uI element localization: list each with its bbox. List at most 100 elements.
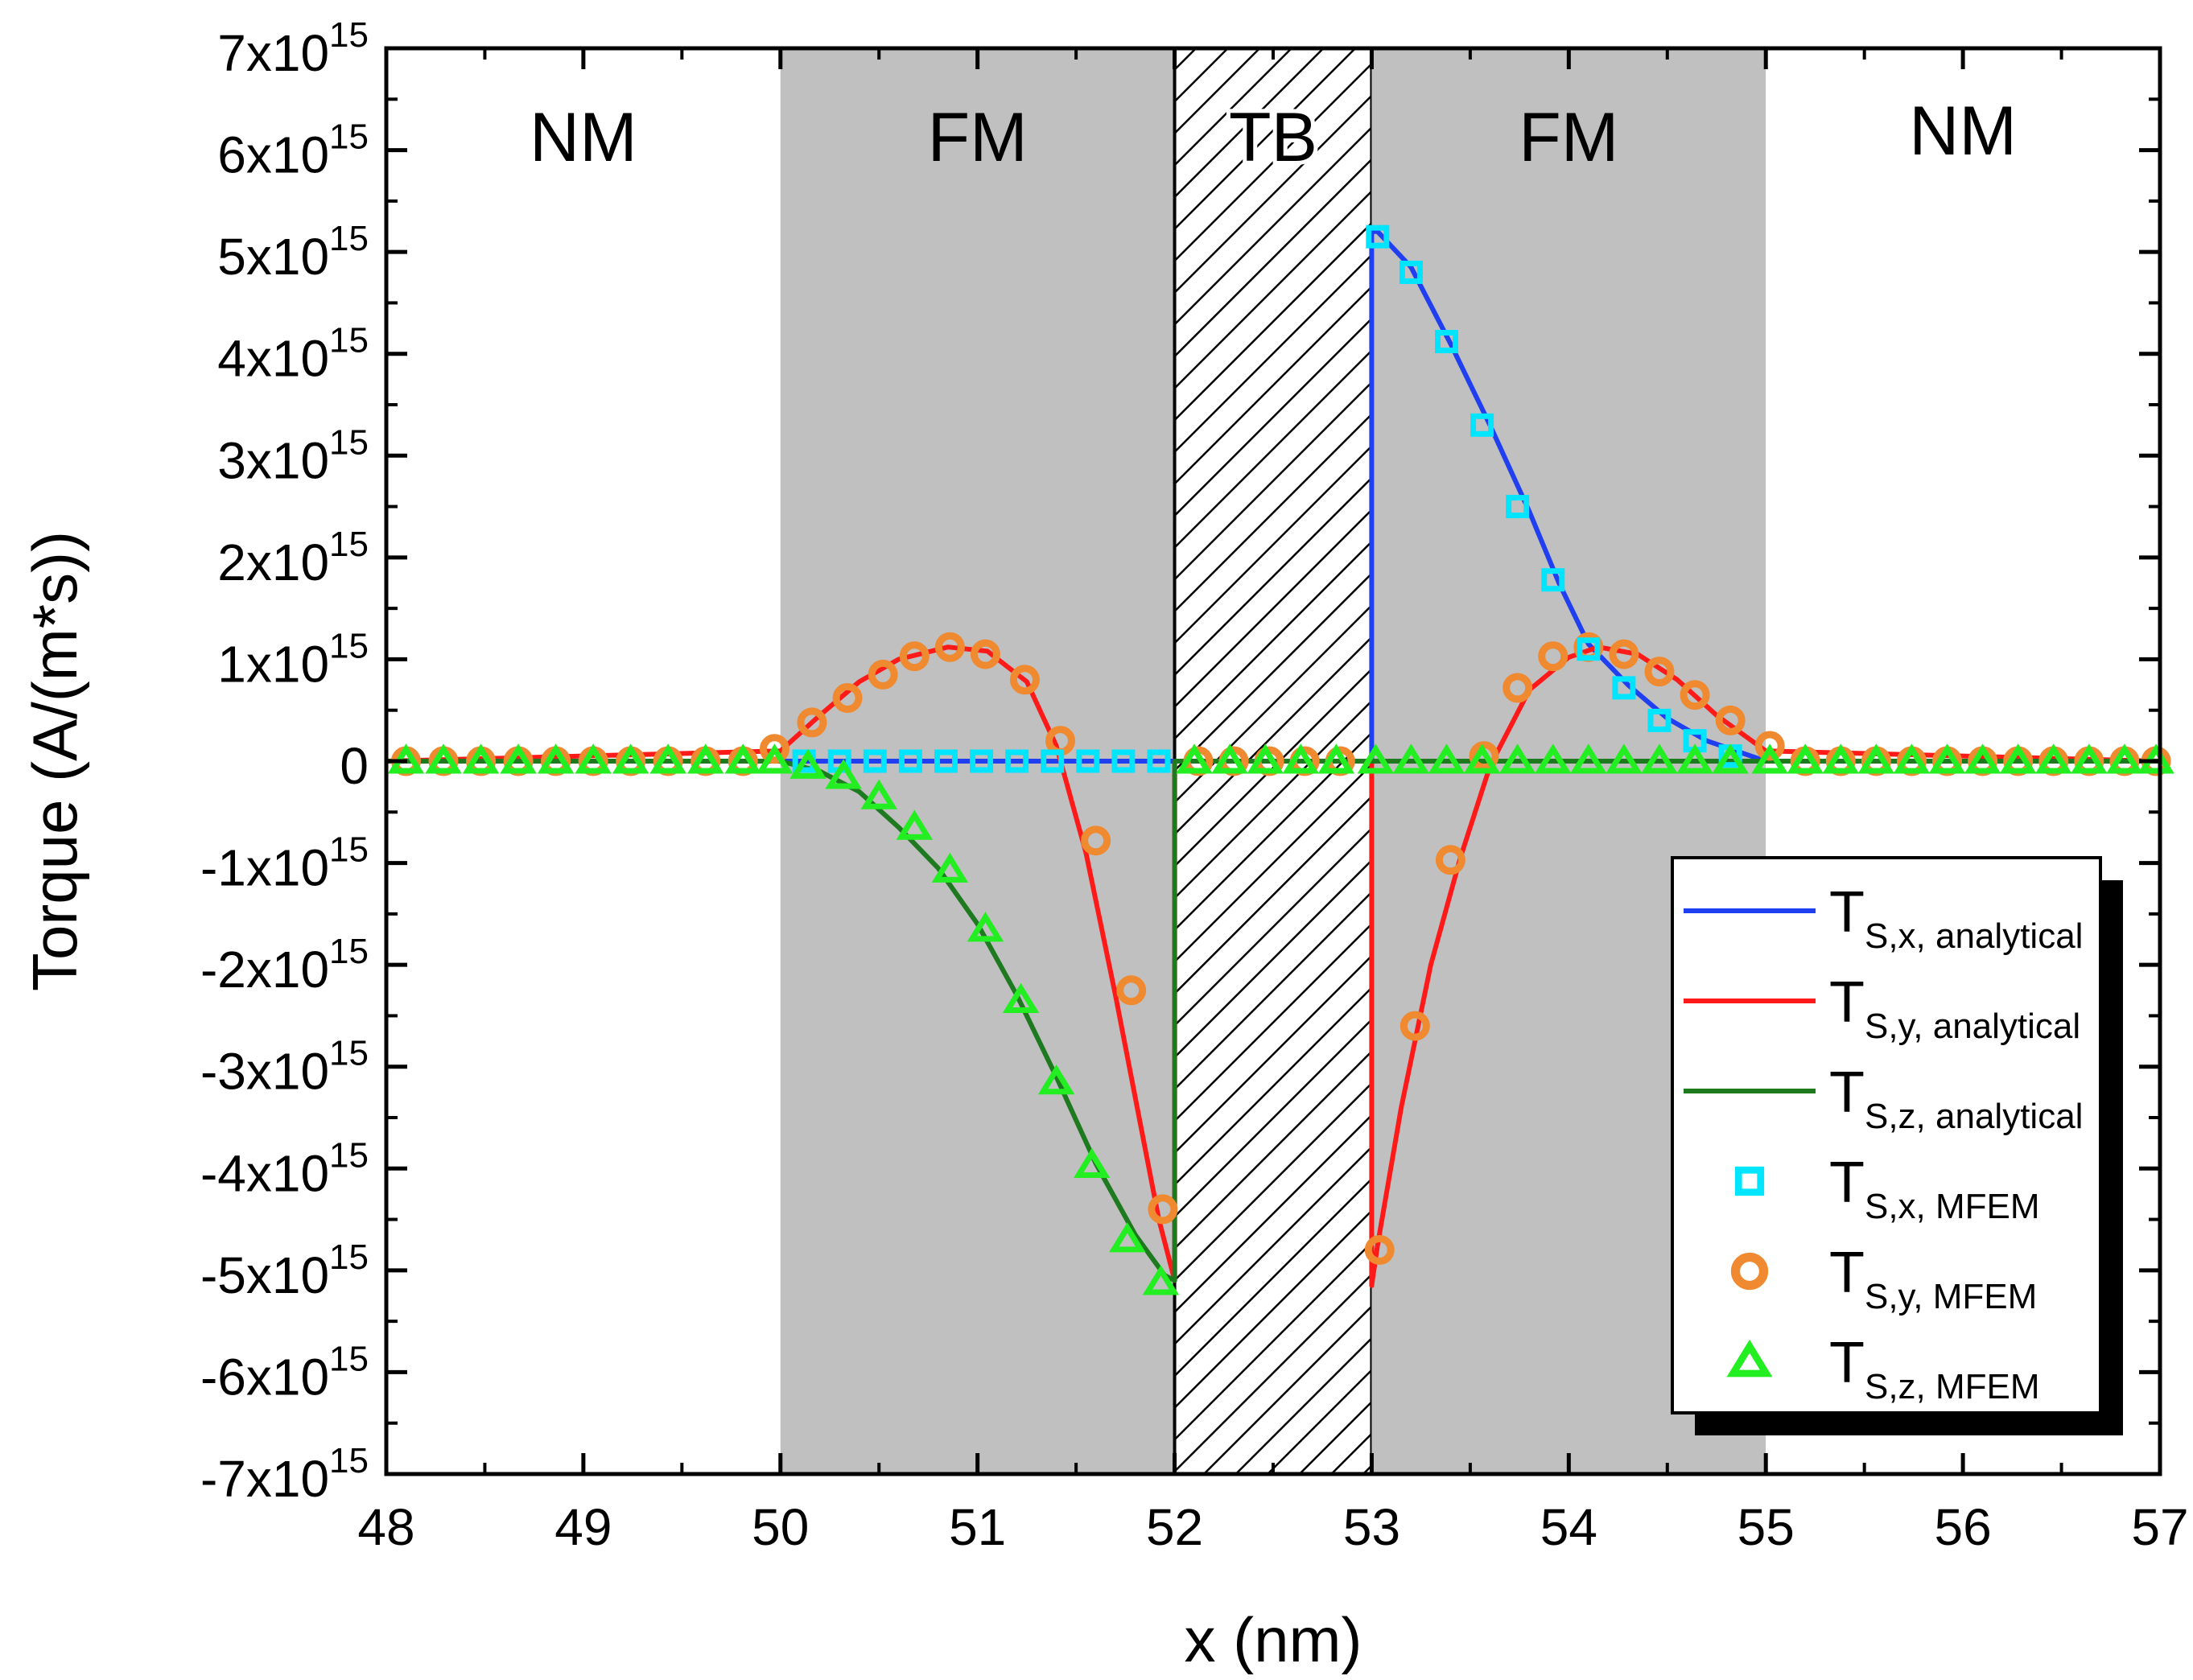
marker-t-s-y-mfem-12 — [832, 683, 863, 714]
x-tick-label: 50 — [752, 1498, 809, 1556]
x-tick-label: 56 — [1935, 1498, 1992, 1556]
legend-label-s-z-analytical: TS,z, analytical — [1829, 1060, 2083, 1136]
marker-t-s-z-mfem-17 — [1002, 982, 1040, 1013]
marker-t-s-y-mfem-29 — [1435, 845, 1465, 875]
marker-t-s-z-mfem-18 — [1037, 1064, 1075, 1095]
marker-t-s-z-mfem-23 — [1211, 743, 1248, 774]
y-tick-label: 4x1015 — [217, 321, 369, 388]
region-label-fm-right: FM — [1519, 99, 1618, 176]
y-tick-exponent: 15 — [329, 15, 369, 55]
marker-t-s-z-mfem-38 — [1751, 743, 1788, 774]
y-tick-mantissa: -7x10 — [200, 1450, 329, 1508]
marker-t-s-z-mfem-19 — [1073, 1147, 1111, 1178]
marker-t-s-z-mfem-35 — [1641, 743, 1678, 774]
y-tick-mantissa: 7x10 — [217, 24, 329, 82]
legend-label-s-y-analytical: TS,y, analytical — [1829, 970, 2080, 1046]
marker-t-s-z-mfem-20 — [1109, 1222, 1146, 1253]
y-tick-mantissa: 2x10 — [217, 533, 329, 591]
marker-t-s-z-mfem-24 — [1247, 743, 1284, 774]
y-tick-exponent: 15 — [329, 422, 369, 462]
marker-t-s-x-mfem-12 — [1399, 260, 1423, 284]
x-tick-label: 51 — [949, 1498, 1006, 1556]
marker-t-s-y-mfem-15 — [934, 632, 965, 662]
marker-t-s-z-mfem-22 — [1176, 743, 1213, 774]
y-tick-exponent: 15 — [329, 1339, 369, 1378]
y-tick-label: -3x1015 — [200, 1034, 369, 1101]
marker-t-s-z-mfem-1 — [425, 743, 462, 774]
marker-t-s-x-mfem-10 — [1147, 749, 1171, 773]
y-tick-label: -6x1015 — [200, 1339, 369, 1406]
marker-t-s-y-mfem-32 — [1538, 641, 1568, 672]
marker-t-s-z-mfem-15 — [931, 852, 969, 883]
marker-t-s-z-mfem-39 — [1787, 743, 1824, 774]
x-tick-label: 49 — [554, 1498, 612, 1556]
y-tick-exponent: 15 — [329, 117, 369, 157]
legend-label-sub: S,z, analytical — [1865, 1097, 2083, 1136]
marker-t-s-z-mfem-37 — [1712, 743, 1749, 774]
y-tick-mantissa: 5x10 — [217, 228, 329, 286]
marker-t-s-z-mfem-16 — [967, 912, 1004, 942]
marker-t-s-x-mfem-2 — [863, 749, 887, 773]
axis-labels: 48 49 50 51 52 53 54 55 56 577x10156x10155x10154x… — [200, 15, 2189, 1556]
marker-t-s-z-mfem-21 — [1142, 1265, 1180, 1295]
marker-t-s-z-mfem-28 — [1392, 743, 1430, 774]
marker-t-s-x-mfem-19 — [1647, 708, 1672, 732]
marker-t-s-z-mfem-47 — [2071, 743, 2108, 774]
region-label-nm-right: NM — [1909, 93, 2017, 170]
legend-label-sub: S,x, MFEM — [1865, 1187, 2040, 1226]
region-label-tb: TB — [1229, 99, 1317, 176]
marker-t-s-z-mfem-42 — [1893, 743, 1931, 774]
legend-label-s-x-analytical: TS,x, analytical — [1829, 880, 2083, 956]
legend-box — [1671, 856, 2102, 1414]
legend-label-main: T — [1829, 1331, 1865, 1395]
y-tick-mantissa: 4x10 — [217, 330, 329, 388]
y-tick-exponent: 15 — [329, 219, 369, 258]
marker-t-s-x-mfem-7 — [1041, 749, 1065, 773]
marker-t-s-y-mfem-35 — [1644, 657, 1675, 687]
legend-label-main: T — [1829, 970, 1865, 1035]
y-tick-mantissa: -5x10 — [200, 1246, 329, 1304]
marker-t-s-x-mfem-11 — [1366, 224, 1390, 249]
legend-label-sub: S,x, analytical — [1865, 916, 2083, 956]
marker-t-s-z-mfem-10 — [756, 743, 794, 774]
x-tick-label: 48 — [357, 1498, 414, 1556]
x-tick-label: 57 — [2131, 1498, 2188, 1556]
marker-t-s-x-mfem-18 — [1612, 676, 1636, 700]
y-tick-label: -5x1015 — [200, 1237, 369, 1304]
marker-t-s-x-mfem-4 — [934, 749, 958, 773]
y-tick-exponent: 15 — [329, 525, 369, 564]
marker-t-s-z-mfem-29 — [1428, 743, 1465, 774]
legend-label-main: T — [1829, 1060, 1865, 1125]
marker-t-s-x-mfem-3 — [898, 749, 922, 773]
marker-t-s-y-mfem-37 — [1715, 705, 1746, 735]
y-tick-label: -1x1015 — [200, 830, 369, 897]
marker-t-s-y-mfem-31 — [1503, 673, 1533, 703]
marker-t-s-y-mfem-16 — [970, 639, 1000, 669]
marker-t-s-x-mfem-9 — [1111, 749, 1136, 773]
marker-t-s-x-mfem-17 — [1577, 637, 1601, 661]
marker-t-s-z-mfem-9 — [724, 743, 761, 774]
marker-t-s-x-mfem-14 — [1470, 413, 1494, 437]
marker-t-s-z-mfem-3 — [500, 743, 537, 774]
region-label-fm-left: FM — [928, 99, 1028, 176]
y-tick-mantissa: -3x10 — [200, 1043, 329, 1101]
marker-t-s-y-mfem-34 — [1609, 639, 1639, 669]
marker-t-s-z-mfem-43 — [1928, 743, 1966, 774]
marker-t-s-z-mfem-46 — [2035, 743, 2072, 774]
marker-t-s-y-mfem-10 — [759, 734, 789, 764]
marker-t-s-x-mfem-8 — [1076, 749, 1100, 773]
marker-t-s-z-mfem-33 — [1570, 743, 1607, 774]
legend-label-s-z-mfem: TS,z, MFEM — [1829, 1331, 2040, 1406]
y-tick-label: 5x1015 — [217, 219, 369, 286]
y-tick-exponent: 15 — [329, 626, 369, 665]
y-tick-mantissa: -2x10 — [200, 941, 329, 999]
marker-t-s-y-mfem-28 — [1399, 1011, 1430, 1041]
marker-t-s-y-mfem-27 — [1364, 1235, 1395, 1266]
marker-t-s-y-mfem-21 — [1148, 1194, 1178, 1225]
marker-t-s-z-mfem-6 — [612, 743, 649, 774]
legend-label-s-x-mfem: TS,x, MFEM — [1829, 1151, 2040, 1226]
marker-t-s-z-mfem-7 — [649, 743, 686, 774]
markers-layer — [387, 224, 2174, 1295]
marker-t-s-z-mfem-2 — [462, 743, 500, 774]
